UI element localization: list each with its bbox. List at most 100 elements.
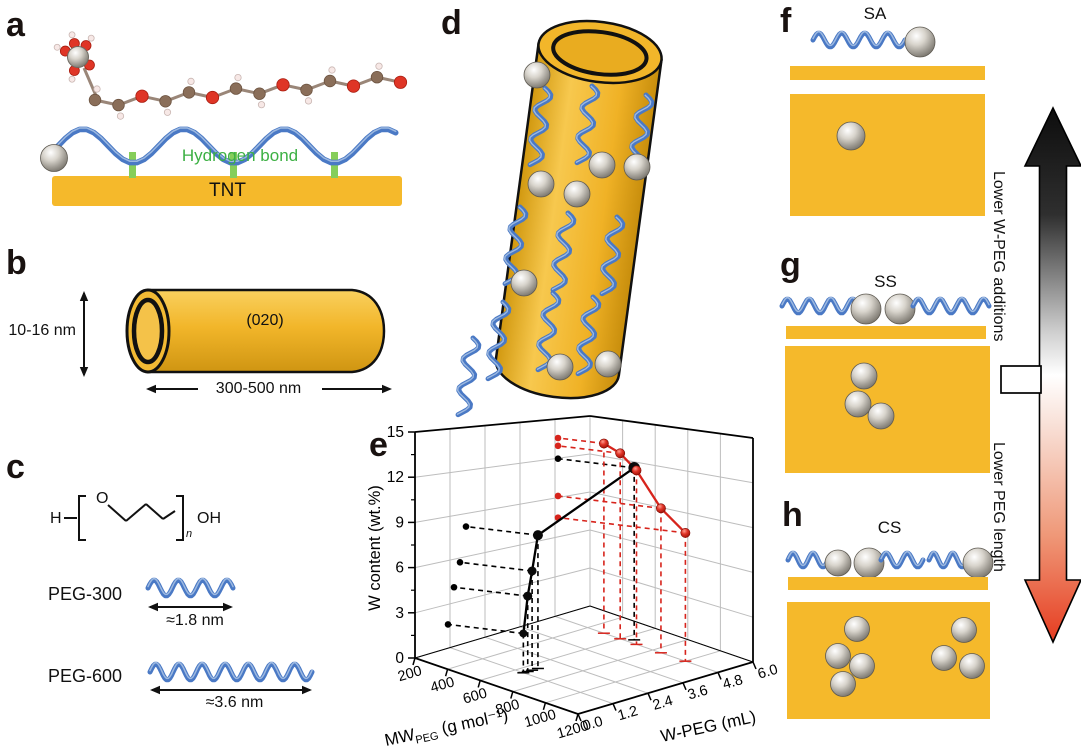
diameter-label: 10-16 nm bbox=[8, 322, 76, 339]
y-tick-label: 4.8 bbox=[721, 672, 745, 693]
h-atom bbox=[187, 77, 195, 86]
frame bbox=[414, 415, 591, 433]
polymer-wave bbox=[575, 294, 602, 377]
floor-grid bbox=[484, 636, 649, 694]
o-atom bbox=[393, 75, 408, 89]
w-sphere bbox=[563, 180, 591, 208]
wall-projection-dot bbox=[554, 492, 562, 500]
polymer-wave bbox=[599, 214, 626, 297]
formula-o: O bbox=[96, 490, 109, 507]
data-point-black bbox=[532, 530, 543, 541]
wall-projection-line bbox=[557, 437, 604, 445]
polymer-wave-highlight bbox=[912, 297, 990, 313]
wall-grid bbox=[589, 567, 754, 618]
nanotube-body bbox=[146, 288, 386, 374]
wall-projection-line bbox=[557, 457, 635, 469]
w-sphere bbox=[850, 293, 882, 325]
panel-e-label: e bbox=[369, 426, 388, 464]
polymer-wave bbox=[910, 296, 992, 316]
y-tick-label: 3.6 bbox=[686, 682, 710, 703]
h-atom bbox=[53, 43, 61, 51]
grafted-peg-chain bbox=[455, 335, 482, 418]
floor-grid bbox=[545, 650, 721, 704]
c-atom bbox=[159, 95, 172, 108]
wall-projection-line bbox=[557, 445, 621, 455]
h-atom bbox=[68, 31, 76, 39]
h-atom bbox=[257, 101, 266, 109]
wall-projection-line bbox=[453, 586, 528, 597]
panel-c-label: c bbox=[6, 448, 25, 486]
z-tick-label: 0 bbox=[395, 650, 404, 667]
series-line-red bbox=[603, 442, 687, 534]
panel-g-label: g bbox=[780, 246, 801, 284]
h-atom bbox=[87, 34, 95, 42]
bond bbox=[162, 510, 176, 520]
facet-label: (020) bbox=[246, 312, 284, 329]
w-atom bbox=[67, 46, 89, 68]
wall-grid bbox=[589, 529, 754, 573]
h-atom bbox=[68, 75, 76, 83]
panel-a-label: a bbox=[6, 6, 25, 44]
tspan: PEG bbox=[415, 730, 440, 747]
w-sphere bbox=[844, 616, 870, 642]
x-tick-label: 1000 bbox=[523, 707, 558, 731]
h-atom bbox=[234, 74, 242, 82]
data-point-red bbox=[615, 448, 626, 459]
wall-projection-line bbox=[447, 623, 524, 635]
x-tick-label: 600 bbox=[461, 686, 489, 708]
o-atom bbox=[205, 90, 220, 105]
wall-projection-dot bbox=[554, 442, 562, 450]
grafted-peg-chain bbox=[574, 83, 601, 166]
peg-600-length: ≈3.6 nm bbox=[205, 694, 264, 711]
c-atom bbox=[182, 86, 196, 99]
w-sphere bbox=[527, 170, 555, 198]
arrowhead bbox=[302, 685, 312, 695]
grafted-peg-chain bbox=[550, 210, 577, 293]
c-atom bbox=[300, 83, 313, 97]
polymer-wave bbox=[455, 335, 482, 418]
tspan: MW bbox=[383, 725, 417, 750]
panel-f-title: SA bbox=[863, 4, 887, 23]
polymer-wave-highlight bbox=[928, 551, 968, 567]
frame bbox=[414, 605, 591, 659]
arrowhead bbox=[79, 367, 89, 377]
z-tick-label: 15 bbox=[387, 424, 404, 441]
tick bbox=[577, 713, 582, 722]
floor-grid bbox=[449, 647, 614, 705]
tick bbox=[647, 692, 652, 701]
panel-g-illustration bbox=[779, 293, 992, 473]
w-sphere bbox=[884, 293, 916, 325]
grafted-peg-chain bbox=[527, 85, 554, 168]
w-sphere bbox=[844, 390, 872, 418]
panel-d-label: d bbox=[441, 4, 462, 42]
arrowhead bbox=[148, 602, 158, 612]
polymer-wave bbox=[485, 299, 512, 382]
w-sphere bbox=[931, 645, 957, 671]
wall-grid bbox=[589, 453, 754, 484]
z-tick-label: 12 bbox=[387, 469, 404, 486]
panel-b-illustration bbox=[79, 288, 392, 394]
h-atom bbox=[375, 62, 383, 70]
o-atom bbox=[276, 78, 290, 92]
bond bbox=[125, 503, 147, 522]
polymer-wave-highlight bbox=[575, 85, 598, 164]
grafted-peg-chain bbox=[535, 290, 562, 373]
w-sphere bbox=[594, 350, 622, 378]
c-atom bbox=[323, 74, 337, 88]
panel-a-molecule bbox=[82, 62, 408, 120]
panel-c-illustration bbox=[64, 495, 315, 695]
frame bbox=[589, 415, 754, 439]
floor-grid bbox=[519, 626, 684, 684]
h-atom bbox=[328, 66, 336, 74]
z-tick-label: 6 bbox=[395, 560, 404, 577]
h-atom bbox=[116, 112, 125, 120]
floor-grid bbox=[447, 616, 623, 670]
bond bbox=[145, 503, 164, 520]
wall-grid bbox=[414, 567, 591, 614]
h-atom bbox=[93, 85, 101, 93]
polymer-wave-highlight bbox=[812, 31, 906, 47]
data-point-black bbox=[527, 566, 537, 576]
polymer-wave-highlight bbox=[880, 551, 924, 567]
tnt-label: TNT bbox=[209, 180, 246, 201]
